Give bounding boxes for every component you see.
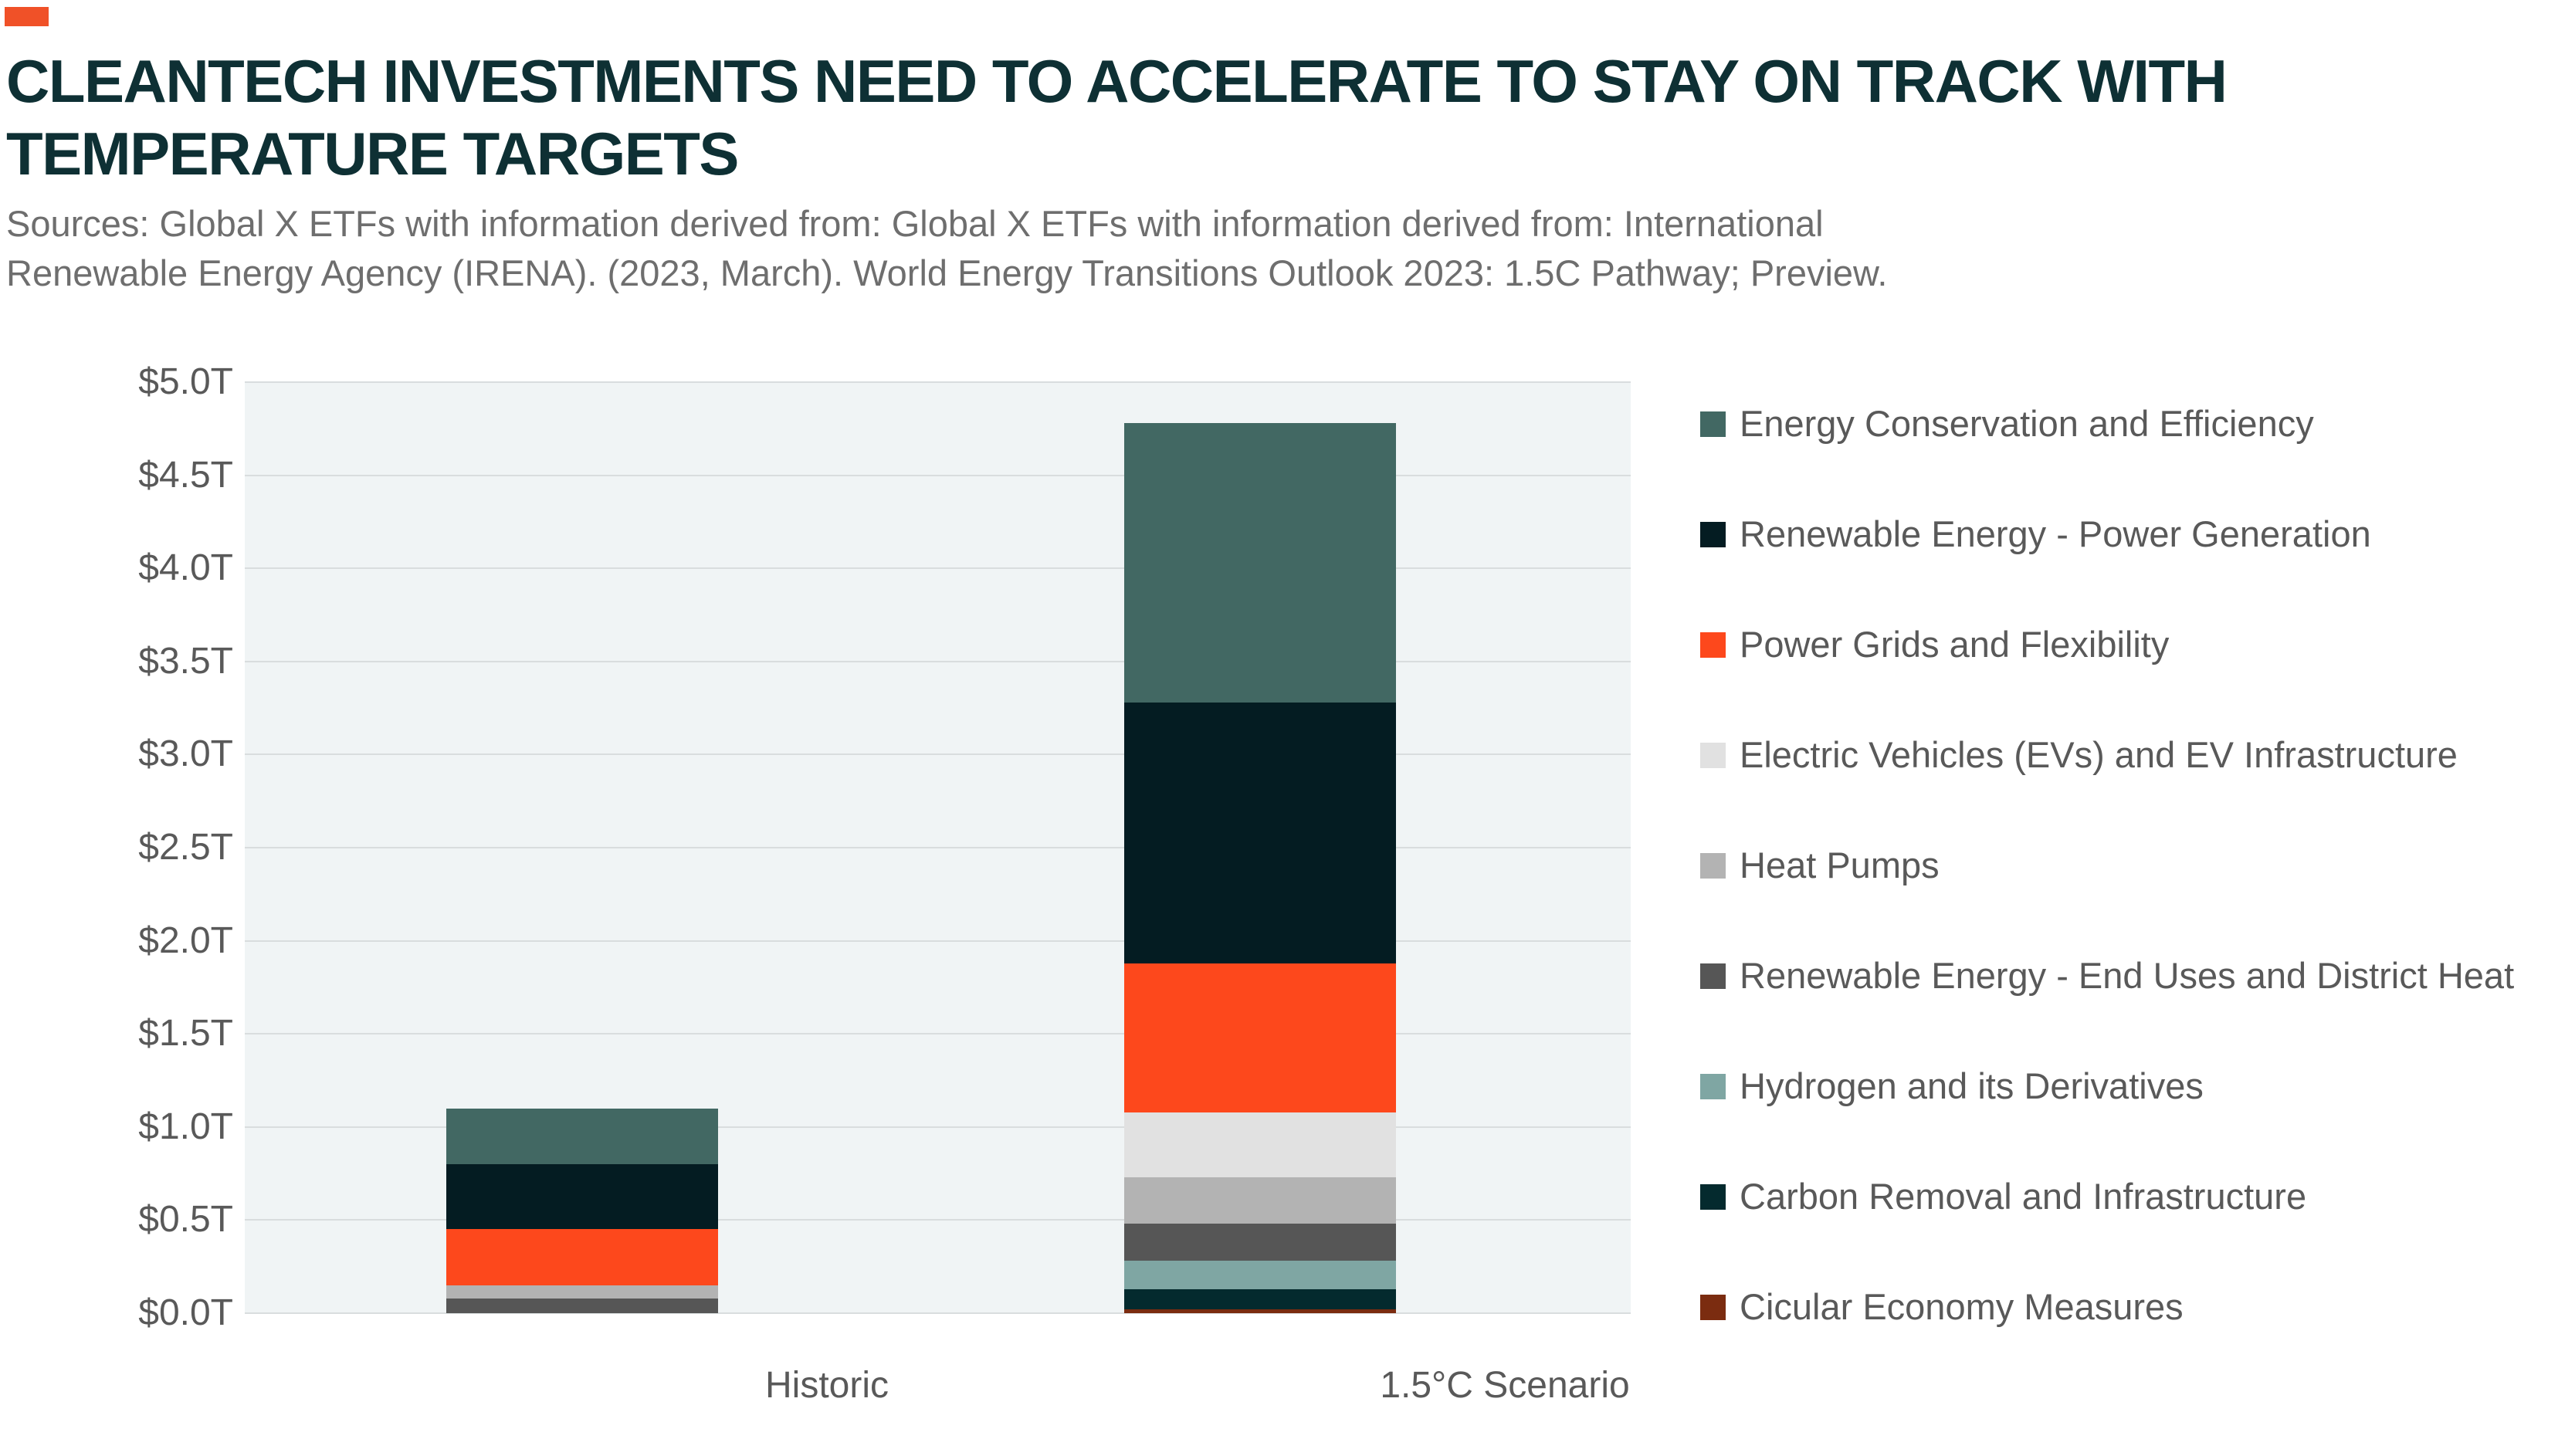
bar-segment — [1124, 423, 1396, 703]
bar-segment — [1124, 1288, 1396, 1310]
legend-item: Electric Vehicles (EVs) and EV Infrastru… — [1700, 732, 2458, 778]
legend-item: Energy Conservation and Efficiency — [1700, 401, 2314, 447]
gridline-$1.5T — [245, 1033, 1631, 1035]
legend-item: Power Grids and Flexibility — [1700, 621, 2169, 668]
gridline-$5.0T — [245, 381, 1631, 383]
legend-item: Renewable Energy - End Uses and District… — [1700, 953, 2514, 999]
y-tick-label: $4.5T — [138, 454, 233, 496]
bar-segment — [1124, 1261, 1396, 1289]
gridline-$2.0T — [245, 940, 1631, 942]
bar-segment — [1124, 1224, 1396, 1261]
gridline-$3.0T — [245, 753, 1631, 756]
y-tick-label: $2.5T — [138, 827, 233, 868]
y-tick-label: $4.0T — [138, 547, 233, 589]
brand-accent-mark — [5, 7, 49, 26]
title-line-2: TEMPERATURE TARGETS — [6, 120, 739, 188]
legend-item: Carbon Removal and Infrastructure — [1700, 1173, 2306, 1220]
gridline-$4.0T — [245, 567, 1631, 570]
legend-swatch-icon — [1700, 1073, 1726, 1099]
legend-label: Renewable Energy - End Uses and District… — [1740, 955, 2515, 996]
gridline-$0.5T — [245, 1219, 1631, 1221]
legend-item: Hydrogen and its Derivatives — [1700, 1063, 2204, 1109]
bar-segment — [446, 1108, 718, 1165]
bar-segment — [1124, 1309, 1396, 1313]
y-tick-label: $2.0T — [138, 919, 233, 961]
y-tick-label: $1.0T — [138, 1106, 233, 1147]
bar-segment — [446, 1285, 718, 1299]
title-line-1: CLEANTECH INVESTMENTS NEED TO ACCELERATE… — [6, 47, 2228, 115]
y-tick-label: $0.5T — [138, 1199, 233, 1241]
legend-swatch-icon — [1700, 521, 1726, 547]
y-tick-label: $5.0T — [138, 361, 233, 402]
legend-swatch-icon — [1700, 963, 1726, 989]
gridline-$3.5T — [245, 660, 1631, 662]
legend-label: Carbon Removal and Infrastructure — [1740, 1176, 2307, 1217]
legend-label: Renewable Energy - Power Generation — [1740, 513, 2371, 554]
gridline-$1.0T — [245, 1126, 1631, 1128]
bar-segment — [1124, 702, 1396, 963]
legend-swatch-icon — [1700, 631, 1726, 658]
legend: Energy Conservation and Efficiency Renewa… — [1700, 0, 2573, 1456]
x-tick-label-1.5°C Scenario: 1.5°C Scenario — [1380, 1365, 1630, 1406]
gridline-$2.5T — [245, 847, 1631, 848]
page-title: CLEANTECH INVESTMENTS NEED TO ACCELERATE… — [6, 45, 2323, 190]
legend-label: Energy Conservation and Efficiency — [1740, 403, 2314, 444]
legend-item: Heat Pumps — [1700, 842, 1940, 889]
source-attribution: Sources: Global X ETFs with information … — [6, 199, 2523, 298]
legend-label: Hydrogen and its Derivatives — [1740, 1065, 2204, 1106]
bar-segment — [446, 1229, 718, 1285]
bar-Historic — [446, 382, 718, 1313]
bar-segment — [1124, 963, 1396, 1112]
x-tick-label-Historic: Historic — [764, 1365, 889, 1406]
plot-area — [245, 381, 1631, 1314]
bar-segment — [1124, 1112, 1396, 1177]
bar-segment — [446, 1164, 718, 1230]
y-tick-label: $3.5T — [138, 640, 233, 682]
legend-swatch-icon — [1700, 411, 1726, 437]
legend-item: Cicular Economy Measures — [1700, 1284, 2184, 1330]
source-line-2: Renewable Energy Agency (IRENA). (2023, … — [6, 252, 1888, 293]
y-tick-label: $1.5T — [138, 1013, 233, 1055]
y-tick-label: $3.0T — [138, 733, 233, 775]
y-tick-label: $0.0T — [138, 1292, 233, 1333]
legend-label: Power Grids and Flexibility — [1740, 624, 2170, 665]
gridline-$0.0T — [245, 1312, 1631, 1314]
y-axis: $0.0T $0.5T $1.0T $1.5T $2.0T $2.5T $3.0T $3.5T… — [0, 0, 233, 1456]
legend-label: Cicular Economy Measures — [1740, 1286, 2184, 1327]
bar-segment — [446, 1298, 718, 1313]
legend-label: Electric Vehicles (EVs) and EV Infrastru… — [1740, 734, 2458, 775]
legend-swatch-icon — [1700, 852, 1726, 879]
bar-1.5°C Scenario — [1124, 382, 1396, 1313]
legend-swatch-icon — [1700, 1294, 1726, 1320]
legend-swatch-icon — [1700, 1183, 1726, 1210]
legend-item: Renewable Energy - Power Generation — [1700, 511, 2371, 557]
source-line-1: Sources: Global X ETFs with information … — [6, 203, 1824, 244]
legend-swatch-icon — [1700, 742, 1726, 768]
gridline-$4.5T — [245, 474, 1631, 476]
bar-segment — [1124, 1177, 1396, 1224]
legend-label: Heat Pumps — [1740, 845, 1940, 885]
